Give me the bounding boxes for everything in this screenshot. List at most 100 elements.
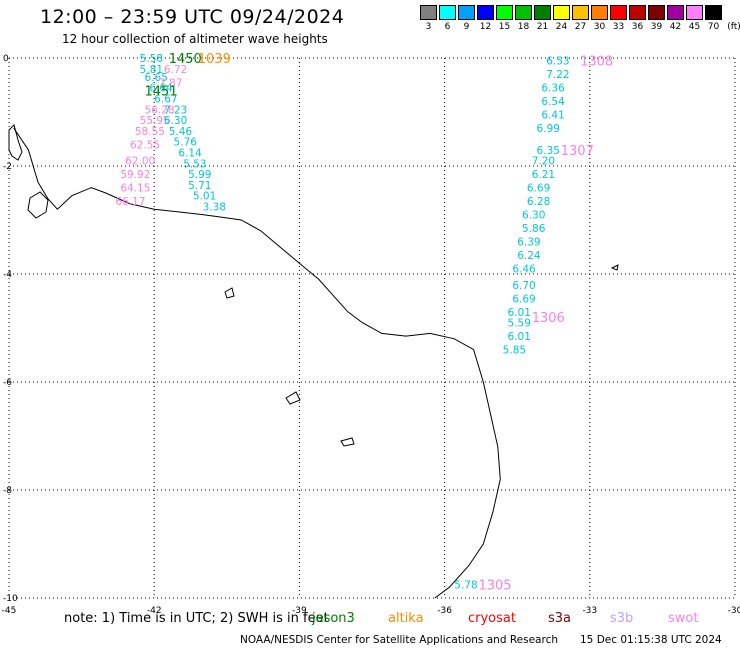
wave-height-value: 6.39 (517, 237, 540, 249)
wave-height-value: 6.64 (149, 83, 173, 95)
island (610, 264, 619, 271)
page-subtitle: 12 hour collection of altimeter wave hei… (62, 32, 328, 46)
legend-swatch (705, 5, 722, 20)
page-title: 12:00 – 23:59 UTC 09/24/2024 (40, 6, 345, 28)
credit-text: NOAA/NESDIS Center for Satellite Applica… (240, 634, 558, 646)
island (8, 124, 23, 161)
satellite-label: jason3 (312, 611, 355, 626)
wave-height-value: 6.67 (154, 94, 177, 106)
wave-height-value: 64.15 (120, 183, 150, 195)
wave-height-value: 6.41 (541, 110, 564, 122)
wave-height-value: 55.95 (140, 115, 170, 127)
legend-label: 21 (536, 22, 549, 32)
track-label: 1306 (532, 311, 565, 326)
legend-label: 9 (463, 22, 470, 32)
wave-height-value: 5.81 (140, 64, 163, 76)
wave-height-value: 5.71 (188, 180, 211, 192)
legend-label: 15 (498, 22, 511, 32)
x-tick-label: -30 (728, 606, 740, 616)
wave-height-value: 7.20 (532, 156, 555, 168)
wave-height-value: 5.59 (508, 318, 531, 330)
wave-height-value: 6.14 (178, 148, 202, 160)
x-tick-label: -45 (2, 606, 17, 616)
wave-height-value: 62.55 (130, 139, 160, 151)
y-tick-label: -6 (3, 378, 12, 388)
wave-height-value: 6.01 (508, 307, 531, 319)
legend-swatch (439, 5, 456, 20)
wave-height-value: 6.30 (164, 115, 187, 127)
wave-height-value: 6.21 (532, 169, 555, 181)
legend-label: 70 (707, 22, 720, 32)
wave-height-value: 56.28 (145, 104, 175, 116)
legend-swatch (572, 5, 589, 20)
island (27, 191, 49, 219)
wave-height-value: 6.35 (537, 145, 560, 157)
track-label: 1039 (198, 52, 231, 67)
note-text: note: 1) Time is in UTC; 2) SWH is in fe… (64, 611, 329, 626)
wave-height-value: 6.01 (508, 331, 531, 343)
wave-height-value: 6.69 (527, 183, 550, 195)
legend-label: 18 (517, 22, 530, 32)
y-tick-label: -4 (3, 270, 12, 280)
island (340, 437, 355, 447)
legend-label: 24 (555, 22, 568, 32)
wave-height-value: 6.46 (512, 264, 536, 276)
wave-height-value: 66.17 (115, 196, 145, 208)
wave-height-value: 6.65 (145, 72, 168, 84)
wave-height-value: 5.85 (503, 345, 526, 357)
legend-swatch (648, 5, 665, 20)
legend-swatch (515, 5, 532, 20)
legend-label: 33 (612, 22, 625, 32)
legend-swatch (477, 5, 494, 20)
track-label: 1305 (478, 579, 511, 594)
wave-height-value: 7.23 (164, 104, 187, 116)
legend-swatch (458, 5, 475, 20)
legend-label: 27 (574, 22, 587, 32)
wave-height-value: 6.30 (522, 210, 545, 222)
y-tick-label: -8 (3, 486, 12, 496)
wave-height-value: 5.99 (188, 169, 211, 181)
legend-label: 36 (631, 22, 644, 32)
wave-height-value: 5.46 (169, 126, 193, 138)
wave-height-value: 59.92 (120, 169, 150, 181)
legend-swatch (610, 5, 627, 20)
y-tick-label: -10 (3, 594, 18, 604)
legend-swatch (420, 5, 437, 20)
coastline (13, 127, 501, 599)
satellite-label: s3a (548, 611, 572, 626)
wave-height-value: 7.87 (159, 77, 182, 89)
legend-swatch (496, 5, 513, 20)
wave-height-value: 6.53 (546, 56, 569, 68)
legend-label: 6 (444, 22, 451, 32)
legend-swatch (667, 5, 684, 20)
wave-height-value: 62.00 (125, 156, 155, 168)
wave-height-value: 7.22 (546, 69, 569, 81)
legend-label: 45 (688, 22, 701, 32)
x-tick-label: -36 (437, 606, 452, 616)
wave-height-value: 6.72 (164, 64, 187, 76)
wave-height-value: 5.78 (454, 580, 477, 592)
satellite-label: s3b (610, 611, 634, 626)
wave-height-value: 6.54 (541, 96, 565, 108)
wave-height-value: 3.38 (203, 202, 226, 214)
legend-label: 30 (593, 22, 606, 32)
satellite-label: altika (388, 611, 424, 626)
wave-height-value: 5.01 (193, 191, 216, 203)
wave-height-value: 5.53 (183, 158, 206, 170)
wave-height-value: 6.99 (537, 123, 560, 135)
legend-swatch (534, 5, 551, 20)
legend-label: 12 (479, 22, 492, 32)
legend-swatch (629, 5, 646, 20)
wave-height-value: 6.70 (512, 280, 535, 292)
legend-unit: (ft) (727, 22, 740, 32)
wave-height-value: 5.86 (522, 223, 546, 235)
x-tick-label: -33 (582, 606, 597, 616)
wave-height-value: 6.24 (517, 250, 541, 262)
track-label: 1451 (145, 84, 178, 99)
legend-swatch (686, 5, 703, 20)
wave-height-value: 5.58 (140, 53, 163, 65)
legend-label: 42 (669, 22, 682, 32)
legend-label: 3 (425, 22, 432, 32)
wave-height-value: 58.55 (135, 126, 165, 138)
